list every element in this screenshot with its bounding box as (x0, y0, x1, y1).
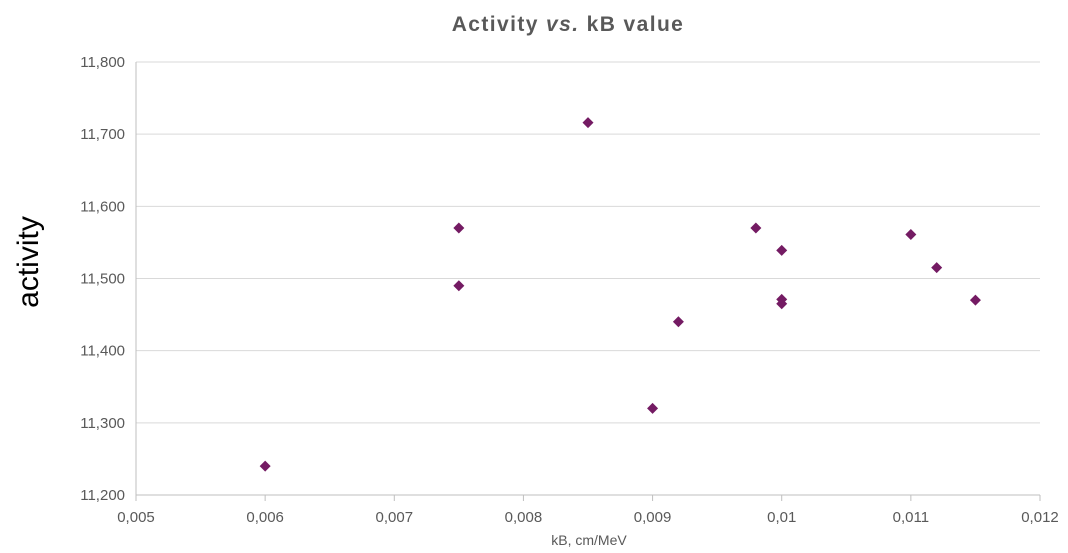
y-tick-label: 11,800 (80, 54, 125, 71)
data-point (969, 294, 981, 306)
x-tick-label: 0,007 (376, 509, 414, 526)
chart-title-prefix: Activity (452, 13, 546, 36)
data-point (776, 298, 788, 310)
chart-title: Activity vs. kB value (452, 13, 685, 36)
y-tick-labels: 11,200 11,300 11,400 11,500 11,600 11,700 11,8… (80, 54, 125, 504)
gridlines (136, 61, 1040, 424)
data-point (259, 460, 271, 472)
data-points (259, 117, 981, 472)
data-point (647, 402, 659, 414)
x-axis-label: kB, cm/MeV (551, 532, 627, 548)
y-tick-label: 11,600 (80, 198, 125, 215)
y-tick-label: 11,500 (80, 271, 125, 288)
data-point (672, 316, 684, 328)
data-point (931, 262, 943, 274)
data-point (582, 117, 594, 129)
chart-title-italic: vs. (546, 13, 579, 36)
data-point (750, 222, 762, 234)
x-tick-labels: 0,005 0,006 0,007 0,008 0,009 0,01 0,011 0,012 (117, 509, 1059, 526)
x-tick-label: 0,008 (505, 509, 543, 526)
x-tick-label: 0,005 (117, 509, 155, 526)
y-tick-label: 11,400 (80, 343, 125, 360)
data-point (453, 280, 465, 292)
y-tick-label: 11,700 (80, 126, 125, 143)
x-tick-label: 0,011 (893, 509, 929, 526)
y-tick-label: 11,200 (80, 487, 125, 504)
x-tick-label: 0,009 (634, 509, 672, 526)
y-tick-label: 11,300 (80, 415, 125, 432)
data-point (776, 244, 788, 256)
axes (135, 62, 1041, 501)
x-tick-label: 0,012 (1021, 509, 1059, 526)
x-tick-label: 0,01 (767, 509, 796, 526)
data-point (905, 228, 917, 240)
y-axis-label: activity (12, 216, 45, 308)
x-tick-label: 0,006 (246, 509, 284, 526)
data-point (453, 222, 465, 234)
chart-title-suffix: kB value (579, 13, 684, 36)
